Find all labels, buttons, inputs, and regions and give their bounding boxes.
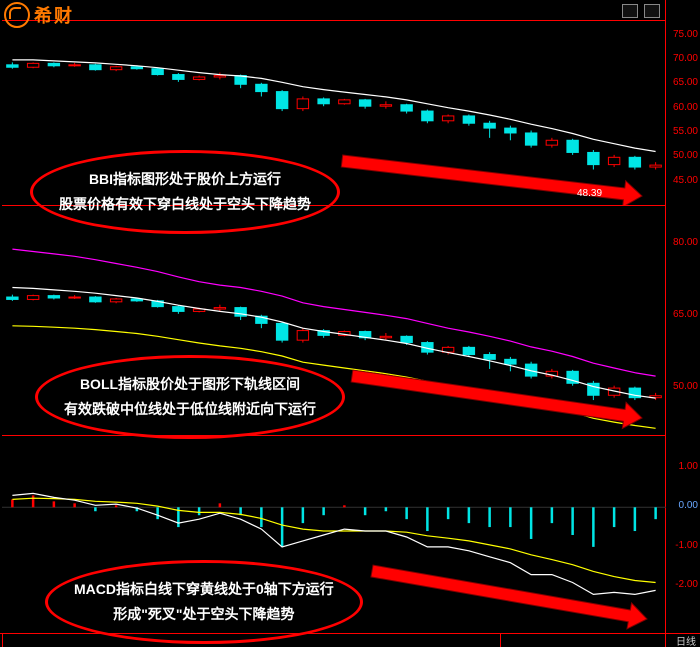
- window-controls: [622, 4, 660, 18]
- window-button-b[interactable]: [644, 4, 660, 18]
- panel2-callout: BOLL指标股价处于图形下轨线区间有效跌破中位线处于低位线附近向下运行: [35, 355, 345, 439]
- axis-tick: -2.00: [668, 579, 698, 590]
- window-button-a[interactable]: [622, 4, 638, 18]
- axis-tick: 65.00: [668, 309, 698, 320]
- right-price-axis: 75.00 70.00 65.00 60.00 55.00 50.00 45.00 80.00…: [665, 0, 700, 647]
- axis-tick: -1.00: [668, 540, 698, 551]
- axis-tick: 80.00: [668, 237, 698, 248]
- logo: 希财: [4, 2, 74, 28]
- panel1-callout-line2: 股票价格有效下穿白线处于空头下降趋势: [59, 192, 311, 217]
- panel1-callout-line1: BBI指标图形处于股价上方运行: [59, 167, 311, 192]
- panel2-callout-line2: 有效跌破中位线处于低位线附近向下运行: [64, 397, 316, 422]
- axis-tick: 65.00: [668, 77, 698, 88]
- timeframe-label: 日线: [676, 633, 696, 647]
- axis-tick: 50.00: [668, 381, 698, 392]
- logo-swirl-icon: [4, 2, 30, 28]
- last-price-label: 48.39: [577, 188, 602, 199]
- axis-tick: 70.00: [668, 53, 698, 64]
- time-divider: [500, 634, 501, 647]
- panel2-callout-line1: BOLL指标股价处于图形下轨线区间: [64, 372, 316, 397]
- axis-tick: 50.00: [668, 150, 698, 161]
- axis-tick: 75.00: [668, 29, 698, 40]
- axis-tick: 0.00: [668, 500, 698, 511]
- axis-tick: 55.00: [668, 126, 698, 137]
- panel3-callout-line1: MACD指标白线下穿黄线处于0轴下方运行: [74, 577, 334, 602]
- stock-chart-screenshot: 希财 75.00 70.00 65.00 60.00 55.00 50.00 45.00 80…: [0, 0, 700, 647]
- axis-tick: 60.00: [668, 102, 698, 113]
- panel3-callout: MACD指标白线下穿黄线处于0轴下方运行形成"死叉"处于空头下降趋势: [45, 560, 363, 644]
- axis-tick: 45.00: [668, 175, 698, 186]
- axis-tick: 1.00: [668, 461, 698, 472]
- panel3-callout-line2: 形成"死叉"处于空头下降趋势: [74, 602, 334, 627]
- logo-text: 希财: [34, 2, 74, 28]
- panel1-callout: BBI指标图形处于股价上方运行股票价格有效下穿白线处于空头下降趋势: [30, 150, 340, 234]
